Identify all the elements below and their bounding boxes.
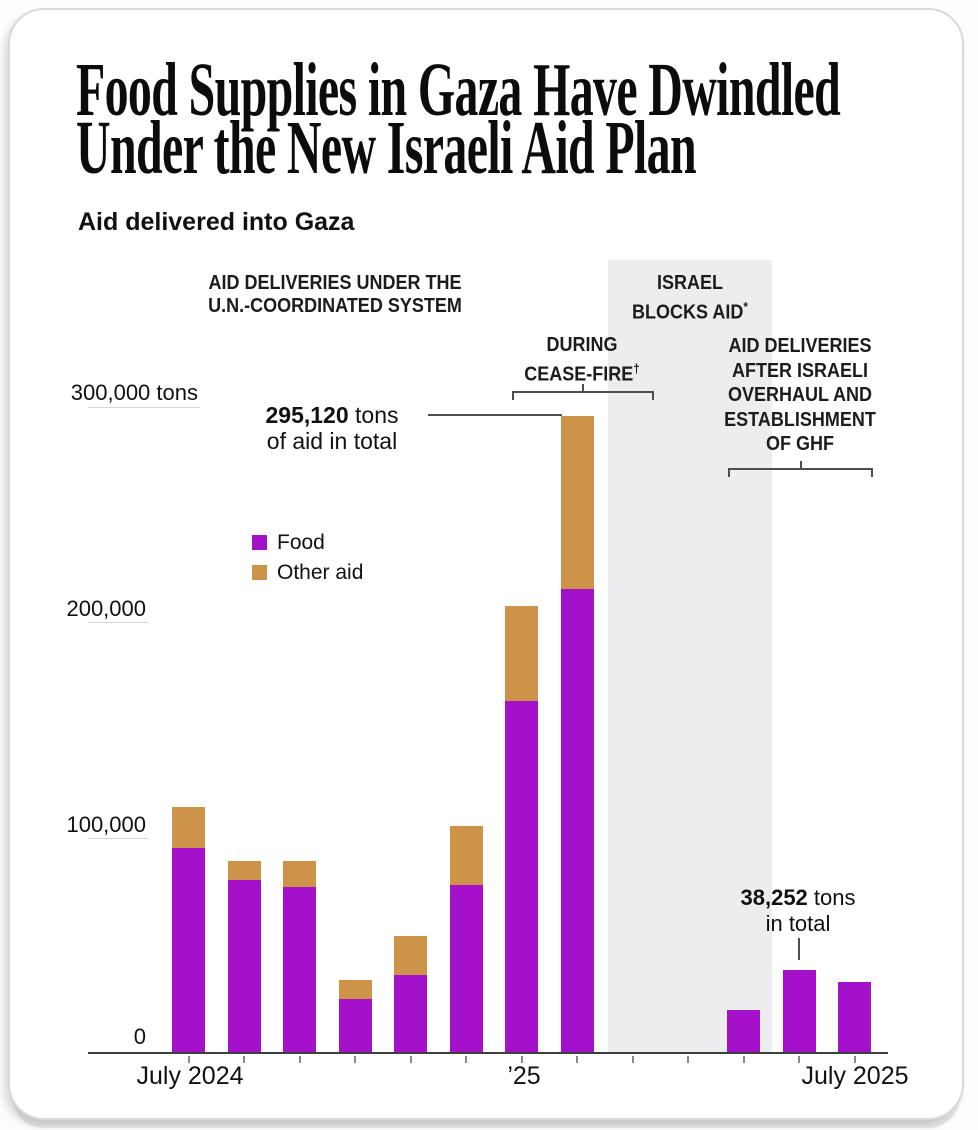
annotation-ceasefire-line2: CEASE-FIRE — [524, 363, 634, 386]
bar-nov-2024-other-aid — [394, 936, 427, 976]
bar-july-2024-food — [172, 847, 205, 1053]
annotation-un-system: AID DELIVERIES UNDER THE U.N.-COORDINATE… — [191, 272, 479, 318]
y-axis-label-200k: 200,000 — [66, 596, 146, 621]
callout-february-line2: of aid in total — [266, 428, 398, 454]
annotation-un-system-line2: U.N.-COORDINATED SYSTEM — [208, 295, 462, 317]
bar-sept-2024-food — [283, 886, 316, 1053]
ceasefire-bracket — [512, 384, 654, 400]
callout-june-value: 38,252 — [740, 885, 808, 910]
headline-line-1: Food Supplies in Gaza Have Dwindled — [76, 48, 841, 132]
annotation-ghf-line2: AFTER ISRAELI — [731, 359, 869, 382]
x-tick-feb-2025 — [576, 1056, 578, 1063]
y-axis-label-300k: 300,000 tons — [70, 380, 198, 405]
chart-subtitle: Aid delivered into Gaza — [78, 208, 355, 236]
x-axis-line — [88, 1052, 888, 1054]
callout-february-value: 295,120 — [265, 402, 349, 428]
x-tick-july-2025 — [853, 1056, 856, 1063]
bar-feb-2025-food — [560, 588, 594, 1053]
chart-card: Food Supplies in Gaza Have Dwindled Unde… — [8, 8, 964, 1120]
y-axis-tick-100k — [88, 838, 148, 839]
annotation-ghf-line3: OVERHAUL AND — [727, 384, 872, 406]
annotation-israel-blocks-line2: BLOCKS AID — [632, 301, 744, 324]
x-tick-sept-2024 — [298, 1056, 301, 1063]
annotation-israel-blocks: ISRAEL BLOCKS AID* — [616, 272, 764, 325]
bar-jan-2025-other-aid — [505, 605, 538, 701]
legend-label-other-aid: Other aid — [277, 561, 364, 584]
x-tick-oct-2024 — [354, 1056, 356, 1063]
footnote-mark-asterisk: * — [743, 299, 748, 314]
x-tick-march-2025 — [631, 1056, 634, 1063]
callout-february-leader-line — [428, 414, 562, 416]
bar-sept-2024-other-aid — [283, 860, 316, 887]
legend-swatch-food — [252, 535, 267, 550]
x-tick-may-2025 — [742, 1056, 745, 1063]
footnote-mark-dagger: † — [633, 361, 640, 376]
x-tick-july-2024 — [187, 1056, 190, 1063]
x-tick-jan-2025 — [520, 1056, 523, 1063]
bar-feb-2025-other-aid — [560, 415, 594, 589]
x-tick-dec-2024 — [465, 1056, 467, 1063]
x-axis-label-july-2024: July 2024 — [136, 1062, 244, 1090]
bar-dec-2024-food — [449, 884, 483, 1053]
callout-june-pointer-line — [798, 938, 800, 960]
bar-nov-2024-food — [394, 975, 427, 1053]
annotation-ghf-line4: ESTABLISHMENT — [724, 408, 876, 431]
x-tick-april-2025 — [687, 1056, 689, 1063]
bar-jan-2025-food — [505, 700, 538, 1053]
y-axis-label-100k: 100,000 — [66, 812, 146, 837]
annotation-israel-blocks-line1: ISRAEL — [656, 272, 724, 294]
annotation-ceasefire: DURING CEASE-FIRE† — [492, 334, 672, 387]
annotation-ceasefire-line1: DURING — [546, 334, 618, 356]
annotation-ghf: AID DELIVERIES AFTER ISRAELI OVERHAUL AN… — [710, 334, 890, 457]
legend-swatch-other-aid — [252, 565, 267, 580]
bar-aug-2024-food — [227, 880, 261, 1053]
bar-aug-2024-other-aid — [227, 860, 261, 881]
x-tick-aug-2024 — [243, 1056, 245, 1063]
y-axis-tick-300k — [88, 407, 200, 408]
bar-june-2025-food — [782, 970, 816, 1053]
y-axis-label-0: 0 — [133, 1024, 146, 1049]
callout-february-unit: tons — [348, 402, 399, 428]
x-tick-june-2025 — [798, 1056, 800, 1063]
annotation-ghf-line1: AID DELIVERIES — [728, 335, 872, 357]
bar-july-2025-food — [838, 981, 871, 1053]
bar-dec-2024-other-aid — [449, 826, 483, 885]
x-tick-nov-2024 — [409, 1056, 412, 1063]
callout-june-line2: in total — [765, 911, 831, 936]
legend-label-food: Food — [277, 531, 325, 554]
bar-july-2024-other-aid — [172, 806, 205, 848]
annotation-un-system-line1: AID DELIVERIES UNDER THE — [208, 272, 462, 294]
callout-february-total: 295,120 tons of aid in total — [244, 402, 420, 454]
annotation-ghf-line5: OF GHF — [765, 433, 834, 455]
callout-june-total: 38,252 tons in total — [698, 885, 898, 937]
bar-oct-2024-other-aid — [338, 979, 372, 999]
bar-may-2025-food — [727, 1009, 760, 1053]
ghf-bracket — [728, 461, 873, 477]
x-axis-label-july-2025: July 2025 — [801, 1062, 909, 1090]
callout-june-unit: tons — [807, 885, 856, 910]
bar-oct-2024-food — [338, 999, 372, 1053]
y-axis-tick-200k — [88, 622, 148, 623]
headline-line-2: Under the New Israeli Aid Plan — [76, 106, 697, 190]
x-axis-label-25: ’25 — [507, 1062, 541, 1090]
